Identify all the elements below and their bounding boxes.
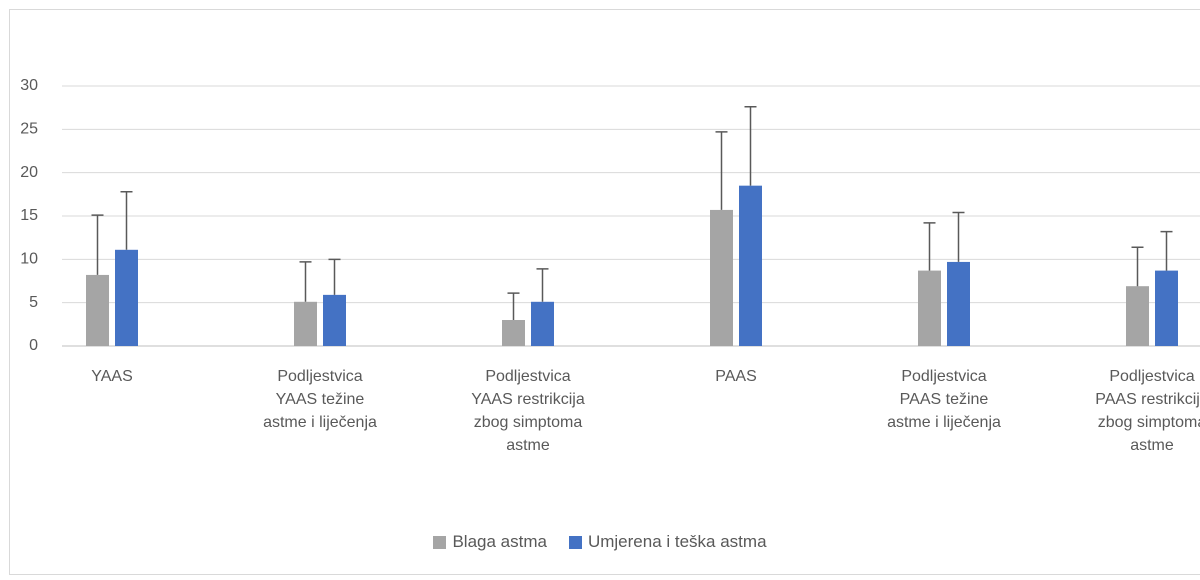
error-bar <box>715 131 728 210</box>
bar <box>86 274 109 346</box>
x-tick-label: Podljestvica YAAS restrikcija zbog simpt… <box>471 368 585 454</box>
bar <box>323 294 346 346</box>
bar <box>294 301 317 346</box>
error-bar <box>536 268 549 302</box>
error-bar <box>952 211 965 262</box>
y-tick-label: 15 <box>20 207 38 224</box>
x-tick-label: YAAS <box>91 368 133 385</box>
y-tick-label: 30 <box>20 77 38 94</box>
bar <box>710 209 733 346</box>
bar <box>918 270 941 346</box>
legend-swatch <box>568 535 582 549</box>
bar <box>502 320 525 346</box>
error-bar <box>299 261 312 302</box>
legend-label: Umjerena i teška astma <box>587 532 767 551</box>
x-tick-label: Podljestvica PAAS restrikcija zbog simpt… <box>1095 368 1200 454</box>
x-tick-label: PAAS <box>715 368 757 385</box>
legend-label: Blaga astma <box>452 532 547 551</box>
y-tick-label: 25 <box>20 121 38 138</box>
bar <box>739 185 762 346</box>
error-bar <box>507 292 520 320</box>
bar <box>1126 286 1149 346</box>
error-bar <box>328 258 341 295</box>
legend-swatch <box>433 535 447 549</box>
bar <box>1155 270 1178 346</box>
error-bar <box>120 190 133 250</box>
x-tick-label: Podljestvica YAAS težine astme i liječen… <box>263 368 377 431</box>
bar <box>531 301 554 346</box>
error-bar <box>923 222 936 271</box>
error-bar <box>91 214 104 275</box>
error-bar <box>1160 230 1173 271</box>
x-tick-label: Podljestvica PAAS težine astme i liječen… <box>887 368 1001 431</box>
bar <box>947 261 970 346</box>
error-bar <box>744 106 757 186</box>
legend-item: Umjerena i teška astma <box>568 532 767 552</box>
legend-item: Blaga astma <box>433 532 547 552</box>
legend: Blaga astma Umjerena i teška astma <box>0 532 1200 552</box>
bar <box>115 249 138 346</box>
error-bar <box>1131 246 1144 287</box>
y-tick-label: 5 <box>29 294 38 311</box>
y-tick-label: 10 <box>20 251 38 268</box>
y-tick-label: 0 <box>29 337 38 354</box>
y-tick-label: 20 <box>20 164 38 181</box>
chart-border <box>9 9 1200 575</box>
